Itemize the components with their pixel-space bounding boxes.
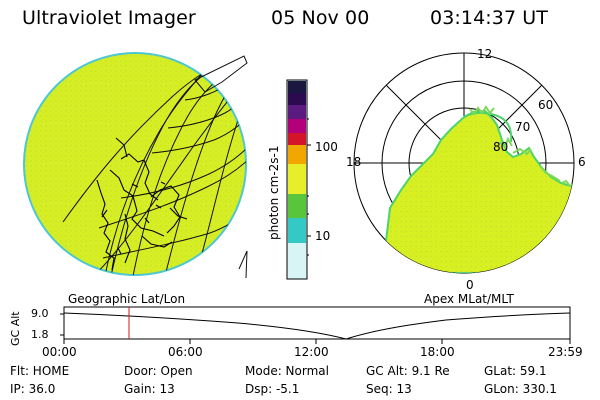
gc-alt-tick-1-8: 1.8 bbox=[31, 328, 49, 341]
apex-70-label: 70 bbox=[515, 120, 531, 134]
status-glat: GLat: 59.1 bbox=[484, 364, 547, 378]
apex-6-label: 6 bbox=[578, 155, 586, 169]
apex-12-label: 12 bbox=[477, 47, 493, 61]
time-label-0000: 00:00 bbox=[42, 345, 77, 359]
apex-80-label: 80 bbox=[493, 140, 509, 154]
gc-alt-axis-label: GC Alt bbox=[9, 311, 22, 346]
colorbar-tick-10: 10 bbox=[315, 229, 331, 243]
apex-18-label: 18 bbox=[346, 155, 362, 169]
apex-60-label: 60 bbox=[538, 98, 554, 112]
status-gc-alt: GC Alt: 9.1 Re bbox=[366, 364, 450, 378]
left-image-disk bbox=[23, 52, 248, 279]
timeline-chart bbox=[60, 306, 571, 344]
colorbar bbox=[286, 79, 311, 280]
time-label-0600: 06:00 bbox=[168, 345, 203, 359]
apex-plot bbox=[353, 52, 575, 274]
apex-0-label: 0 bbox=[466, 278, 474, 292]
gc-alt-tick-9: 9.0 bbox=[31, 307, 49, 320]
geographic-label: Geographic Lat/Lon bbox=[68, 292, 186, 306]
apex-label: Apex MLat/MLT bbox=[424, 292, 514, 306]
title-text: Ultraviolet Imager bbox=[22, 7, 196, 29]
status-gain: Gain: 13 bbox=[124, 382, 175, 396]
colorbar-label: photon cm-2s-1 bbox=[267, 145, 281, 241]
status-flt: Flt: HOME bbox=[10, 364, 70, 378]
time-label-2359: 23:59 bbox=[548, 345, 583, 359]
date-text: 05 Nov 00 bbox=[271, 7, 370, 29]
status-door: Door: Open bbox=[124, 364, 193, 378]
status-glon: GLon: 330.1 bbox=[484, 382, 557, 396]
status-dsp: Dsp: -5.1 bbox=[245, 382, 300, 396]
status-mode: Mode: Normal bbox=[245, 364, 329, 378]
time-text: 03:14:37 UT bbox=[430, 7, 548, 29]
status-ip: IP: 36.0 bbox=[10, 382, 56, 396]
colorbar-tick-100: 100 bbox=[315, 140, 338, 154]
time-label-1200: 12:00 bbox=[294, 345, 329, 359]
time-label-1800: 18:00 bbox=[420, 345, 455, 359]
status-seq: Seq: 13 bbox=[366, 382, 412, 396]
